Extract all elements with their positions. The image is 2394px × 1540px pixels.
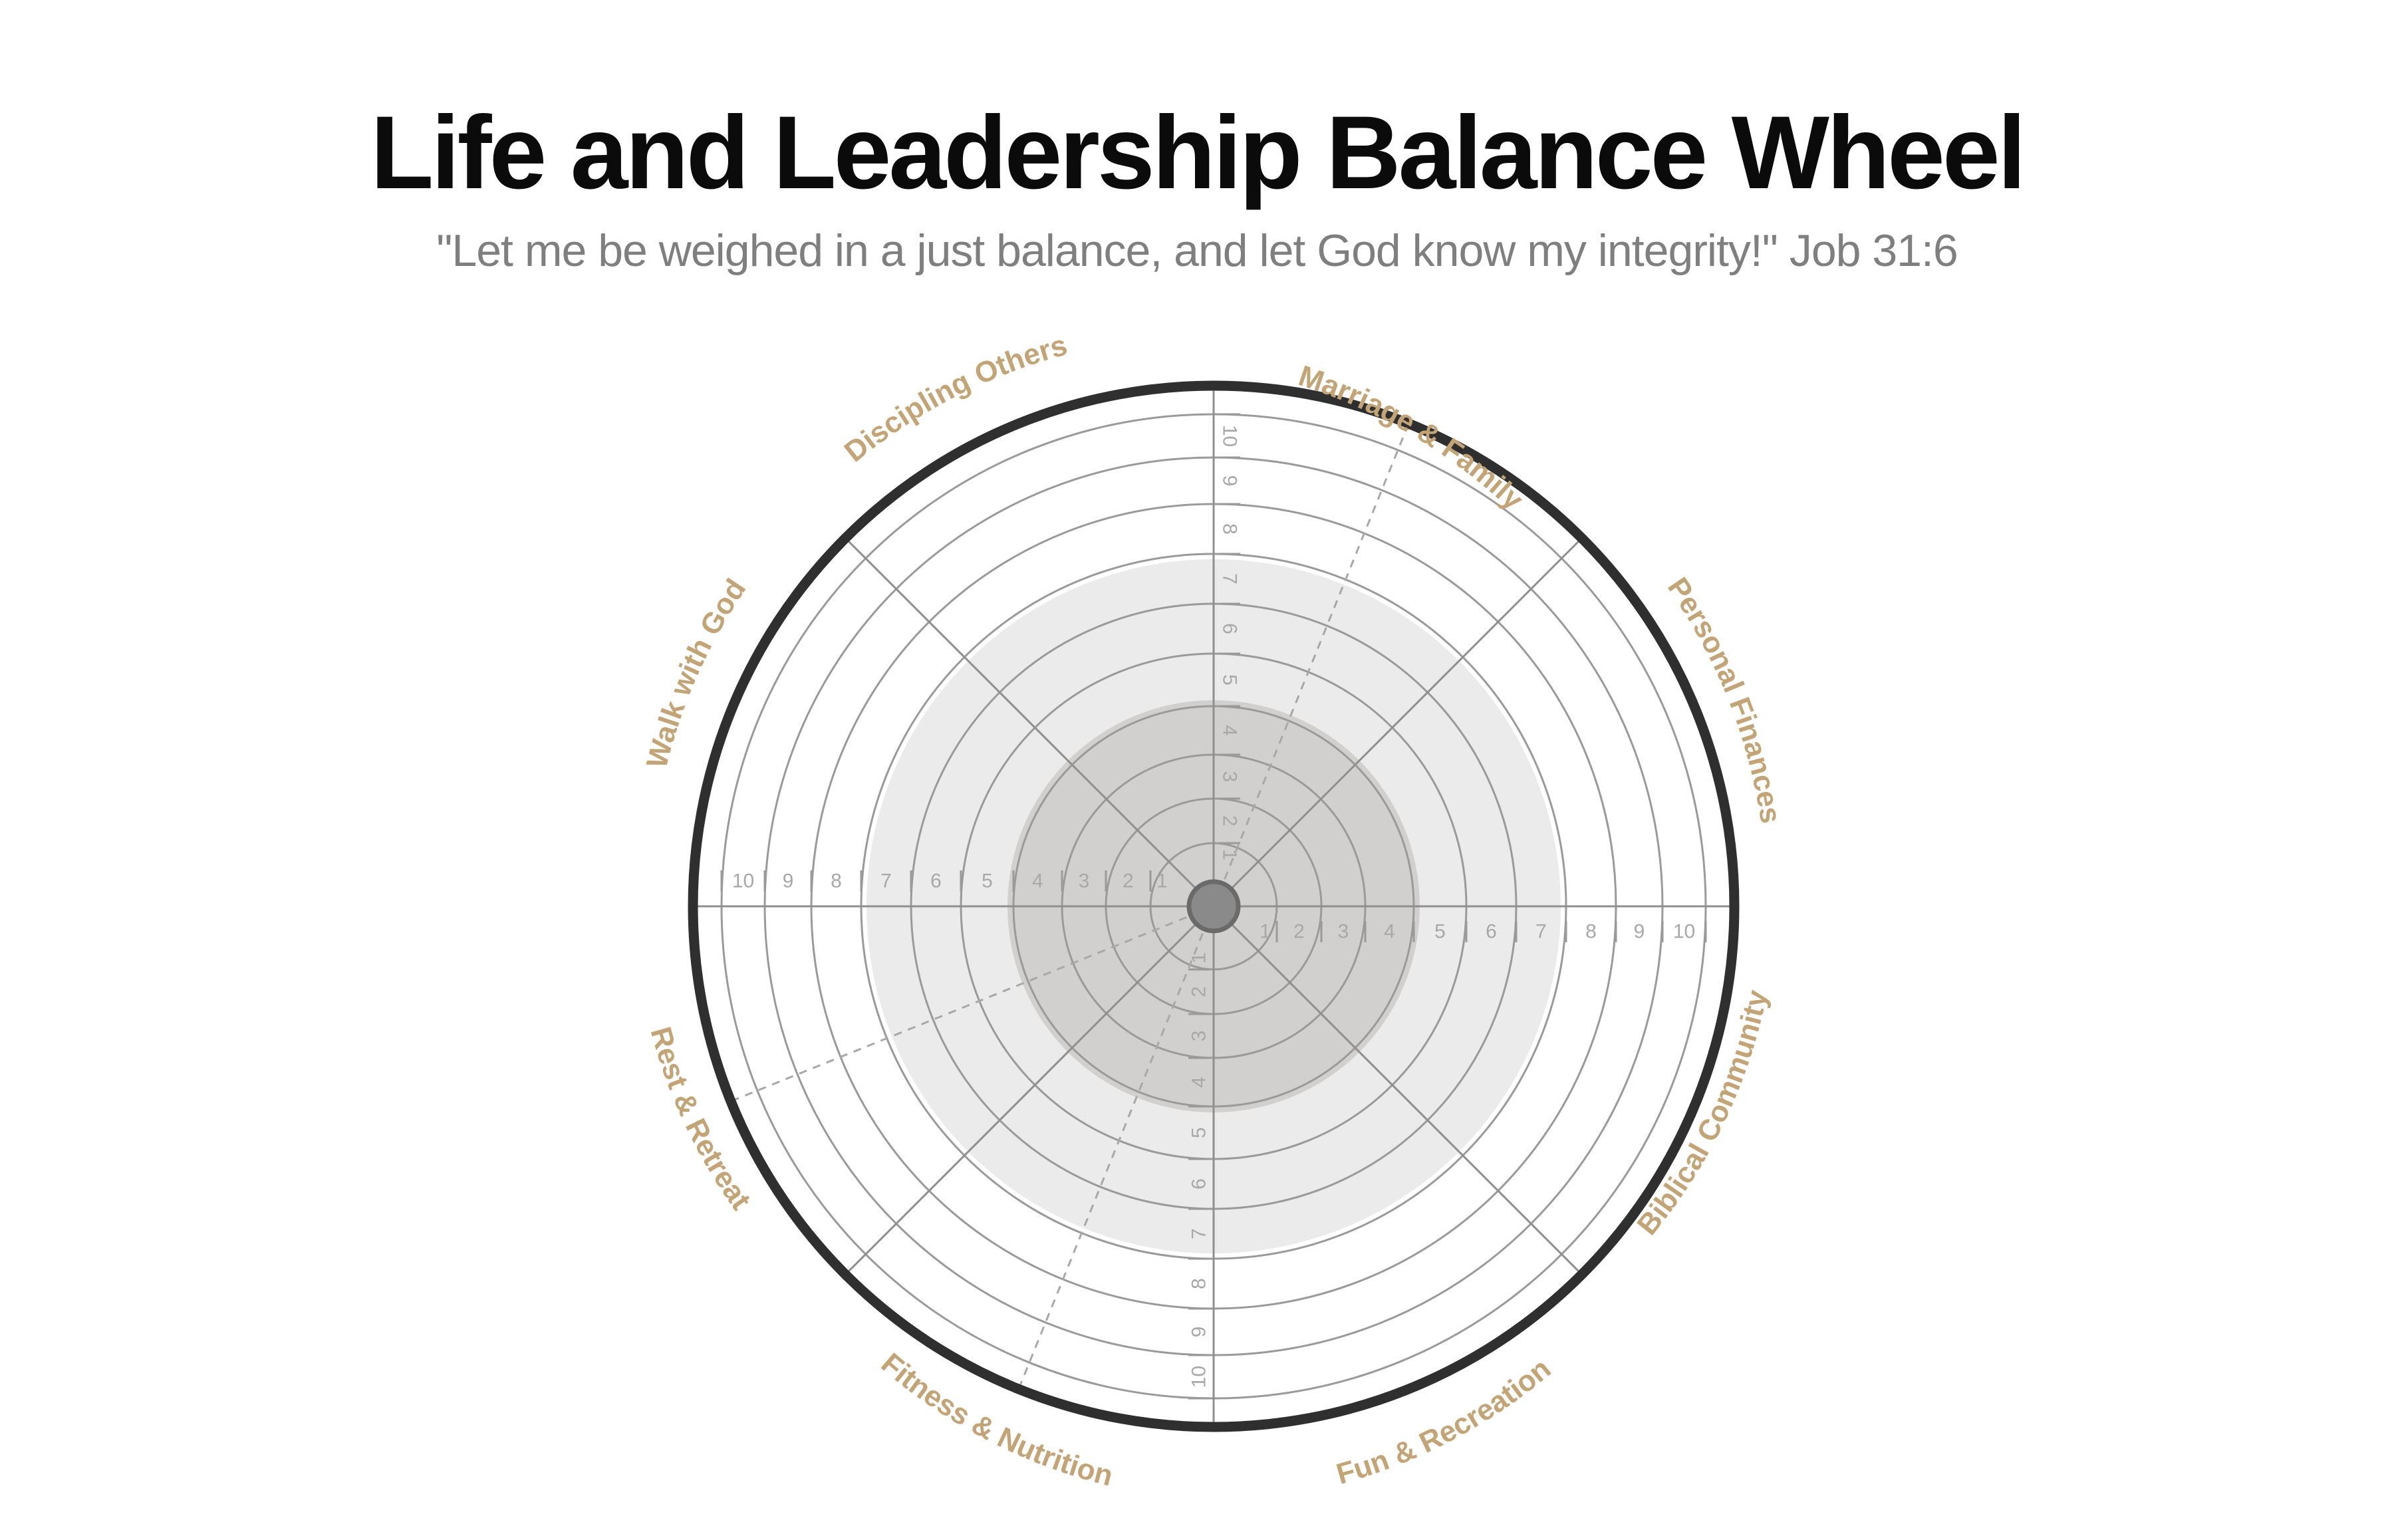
category-label-biblical-community: Biblical Community [1631, 987, 1774, 1241]
tick-label-left-5: 5 [982, 870, 993, 892]
tick-label-right-4: 4 [1384, 921, 1395, 943]
category-label-fitness-nutrition: Fitness & Nutrition [875, 1347, 1117, 1493]
tick-label-left-8: 8 [831, 870, 842, 892]
wheel-outer-ring [688, 380, 1740, 1432]
tick-label-left-9: 9 [783, 870, 794, 892]
tick-label-up-9: 9 [1219, 475, 1241, 487]
tick-label-down-10: 10 [1188, 1366, 1210, 1388]
tick-label-up-2: 2 [1219, 815, 1241, 827]
tick-label-up-10: 10 [1219, 425, 1241, 447]
tick-label-up-7: 7 [1219, 573, 1241, 584]
page-title: Life and Leadership Balance Wheel [370, 95, 2026, 211]
tick-label-left-4: 4 [1032, 870, 1043, 892]
tick-label-right-5: 5 [1434, 921, 1446, 943]
guide-lines [732, 425, 1409, 1388]
tick-label-up-8: 8 [1219, 523, 1241, 535]
tick-label-down-5: 5 [1188, 1127, 1210, 1138]
tick-label-right-9: 9 [1634, 921, 1645, 943]
tick-label-right-3: 3 [1338, 921, 1349, 943]
tick-label-up-1: 1 [1219, 849, 1241, 860]
tick-label-left-10: 10 [732, 870, 754, 892]
tick-label-down-7: 7 [1188, 1228, 1210, 1239]
tick-label-left-1: 1 [1156, 870, 1168, 892]
tick-label-right-8: 8 [1585, 921, 1597, 943]
tick-label-down-8: 8 [1188, 1278, 1210, 1289]
tick-label-down-1: 1 [1188, 952, 1210, 963]
tick-label-right-2: 2 [1293, 921, 1305, 943]
tick-label-down-9: 9 [1188, 1327, 1210, 1338]
tick-label-right-1: 1 [1260, 921, 1271, 943]
tick-label-up-3: 3 [1219, 771, 1241, 783]
tick-label-down-4: 4 [1188, 1077, 1210, 1088]
wheel-hub [1186, 879, 1241, 934]
tick-label-left-2: 2 [1123, 870, 1134, 892]
tick-label-down-3: 3 [1188, 1031, 1210, 1042]
category-label-walk-with-god: Walk with God [640, 573, 752, 771]
tick-label-right-7: 7 [1535, 921, 1547, 943]
tick-label-right-10: 10 [1673, 921, 1695, 943]
tick-label-up-4: 4 [1219, 725, 1241, 736]
tick-label-left-7: 7 [880, 870, 892, 892]
page-subtitle: "Let me be weighed in a just balance, an… [436, 225, 1958, 276]
tick-label-left-3: 3 [1079, 870, 1090, 892]
tick-label-right-6: 6 [1486, 921, 1497, 943]
tick-label-up-6: 6 [1219, 623, 1241, 634]
tick-label-down-6: 6 [1188, 1178, 1210, 1190]
tick-label-up-5: 5 [1219, 674, 1241, 686]
category-label-marriage-family: Marriage & Family [1295, 360, 1530, 517]
tick-label-down-2: 2 [1188, 986, 1210, 997]
tick-label-left-6: 6 [930, 870, 942, 892]
